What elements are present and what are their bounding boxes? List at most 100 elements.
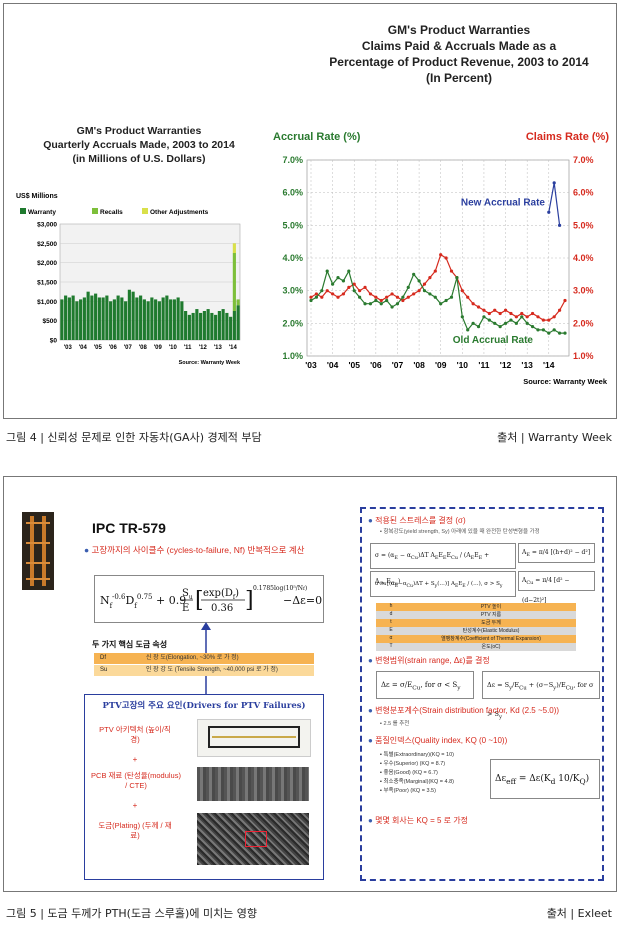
bar-warranty [109,301,113,340]
series-point [552,328,556,332]
table-cell-symbol: Su [100,667,108,673]
series-point [520,311,524,316]
bar-xtick: '11 [184,345,192,351]
legend-label: Recalls [100,209,123,216]
series-point [325,269,329,273]
line-xtick: '09 [435,360,447,370]
svg-text:E: E [182,603,189,614]
series-point [379,302,383,306]
series-point [525,321,529,325]
bar-warranty [154,299,158,340]
quality-item-text: 부족(Poor) (KQ = 3.5) [383,788,436,794]
bar-xtick: '07 [124,345,133,351]
series-point [314,292,319,296]
bar-warranty [135,297,139,340]
bar-warranty [127,289,131,340]
param-desc: 온도(oC) [481,644,501,650]
bar-xtick: '04 [79,345,88,351]
table-row: t 도금 두께 [376,619,576,627]
quality-item-text: 우수(Superior) (KQ = 8.7) [383,761,446,767]
section-strain: ● 변형범위(strain range, Δε)를 결정 [368,656,490,665]
series-point [536,315,540,319]
series-point [417,279,421,283]
right-ytick: 3.0% [573,286,594,296]
table-row: E 탄성계수(Elastic Modulus) [376,627,576,635]
series-point [530,311,535,316]
svg-text:exp(Df): exp(Df) [203,588,239,601]
series-point [455,276,459,280]
series-point [439,253,443,257]
param-desc: 탄성계수(Elastic Modulus) [462,628,520,634]
series-point [530,325,535,329]
bar-ylabel: US$ Millions [16,193,58,200]
section-stress-heading: 적용된 스트레스를 결정 (σ) [375,516,466,525]
series-point [471,321,475,325]
list-item: ▪ 부족(Poor) (KQ = 3.5) [380,788,436,794]
plating-property-table: Df 신 장 도(Elongation, ~30% 로 가 정) Su 인 장 … [94,653,314,676]
series-point [552,315,556,319]
line-xtick: '08 [413,360,425,370]
bar-warranty [75,301,79,340]
drivers-title: PTV고장의 주요 요인(Drivers for PTV Failures) [102,701,306,711]
bar-xtick: '09 [154,345,163,351]
series-point [536,328,540,332]
main-title-line-1: GM's Product Warranties [387,23,531,37]
cycles-formula-box: Nf-0.6Df0.75 + 0.9 Su E [ exp(Df) 0.36 ]… [94,575,324,623]
bar-xtick: '05 [94,345,103,351]
stress-formula-2: σ = [(αE−αCu)ΔT + Sy(…)] AEEE / (…), σ >… [370,571,516,597]
series-point [336,276,340,280]
series-point [428,276,432,280]
list-item: ▪ 최소충족(Marginal)(KQ = 4.8) [380,779,455,785]
svg-text:Nf-0.6Df0.75 + 0.9: Nf-0.6Df0.75 + 0.9 [100,593,186,610]
bar-ytick: $0 [50,338,58,345]
main-title-line-4: (In Percent) [425,71,492,85]
left-ytick: 6.0% [282,188,303,198]
bar-warranty [199,312,203,340]
series-point [503,321,508,325]
param-desc: PTV 지름 [480,612,502,618]
svg-text:0.1785log(10⁵/Nf): 0.1785log(10⁵/Nf) [253,585,307,592]
bar-xtick: '12 [199,345,208,351]
section-quality: ● 품질인덱스(Quality index, KQ (0 ~10)) [368,736,508,745]
left-ytick: 1.0% [282,351,303,361]
left-ytick: 7.0% [282,155,303,165]
series-point [503,308,508,312]
bar-ytick: $500 [43,318,58,325]
series-point [487,318,491,322]
quality-item-text: 좋음(Good) (KQ = 6.7) [383,770,438,776]
series-point [320,289,324,293]
series-point [412,292,416,296]
area-formula-2: ACu = π/4 [d² − (d−2t)²] [518,571,595,604]
svg-text:Su: Su [182,588,193,601]
bar-recalls [236,299,240,306]
cycles-formula: Nf-0.6Df0.75 + 0.9 Su E [ exp(Df) 0.36 ]… [100,585,322,614]
section-stress-sub-text: 항복강도(yield strength, Sy) 아래에 있을 때 완전한 탄성… [383,529,540,535]
series-point [557,308,562,312]
series-point [406,285,410,289]
bar-warranty [202,311,206,340]
svg-text:[: [ [195,588,204,613]
series-point [395,302,400,306]
series-point [363,302,367,306]
svg-text:0.36: 0.36 [211,603,233,614]
bar-title-line-1: GM's Product Warranties [76,125,202,137]
series-point [444,298,448,303]
series-point [358,289,362,293]
quality-item-text: 최소충족(Marginal)(KQ = 4.8) [383,779,455,785]
series-point [401,298,405,303]
list-item: ▪ 좋음(Good) (KQ = 6.7) [380,770,438,776]
legend-swatch [92,208,98,214]
bar-warranty [105,295,109,340]
series-point [444,256,448,260]
bar-warranty [101,297,105,340]
series-point [341,292,346,296]
annotation-old-accrual: Old Accrual Rate [453,335,534,346]
series-point [541,318,545,322]
bar-xtick: '14 [229,345,238,351]
series-point [509,318,513,322]
table-row: h PTV 높이 [376,603,576,611]
section-kq-heading: 몇몇 회사는 KQ = 5 로 가정 [375,816,468,825]
series-point [482,315,486,319]
section-strain-heading: 변형범위(strain range, Δε)를 결정 [375,656,490,665]
series-point [352,282,356,286]
